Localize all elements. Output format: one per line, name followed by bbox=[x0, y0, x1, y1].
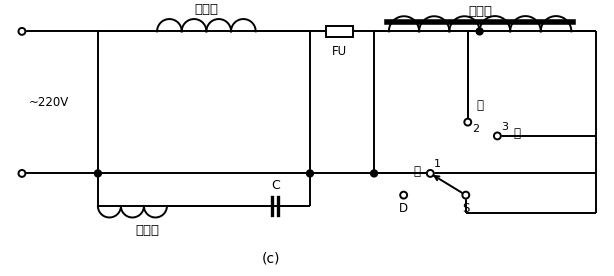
Circle shape bbox=[18, 28, 25, 35]
Circle shape bbox=[400, 192, 407, 198]
Circle shape bbox=[371, 170, 378, 177]
Text: 低: 低 bbox=[513, 128, 521, 140]
Text: 1: 1 bbox=[434, 160, 441, 169]
Circle shape bbox=[95, 170, 101, 177]
Text: S: S bbox=[462, 202, 470, 215]
Text: 主继组: 主继组 bbox=[195, 2, 219, 16]
Text: 2: 2 bbox=[472, 124, 479, 134]
Text: 副继组: 副继组 bbox=[135, 224, 159, 237]
Circle shape bbox=[464, 119, 471, 126]
Text: 高: 高 bbox=[413, 165, 420, 178]
Bar bbox=[326, 26, 354, 37]
Text: (c): (c) bbox=[261, 251, 280, 265]
Circle shape bbox=[494, 132, 501, 139]
Text: C: C bbox=[271, 179, 280, 192]
Text: D: D bbox=[399, 202, 408, 215]
Circle shape bbox=[476, 28, 483, 35]
Text: 中: 中 bbox=[476, 99, 483, 112]
Circle shape bbox=[306, 170, 313, 177]
Text: ~220V: ~220V bbox=[29, 96, 69, 109]
Circle shape bbox=[462, 192, 469, 198]
Text: 电抗器: 电抗器 bbox=[468, 5, 492, 18]
Text: FU: FU bbox=[332, 45, 347, 58]
Text: 3: 3 bbox=[501, 122, 508, 132]
Circle shape bbox=[427, 170, 433, 177]
Circle shape bbox=[18, 170, 25, 177]
